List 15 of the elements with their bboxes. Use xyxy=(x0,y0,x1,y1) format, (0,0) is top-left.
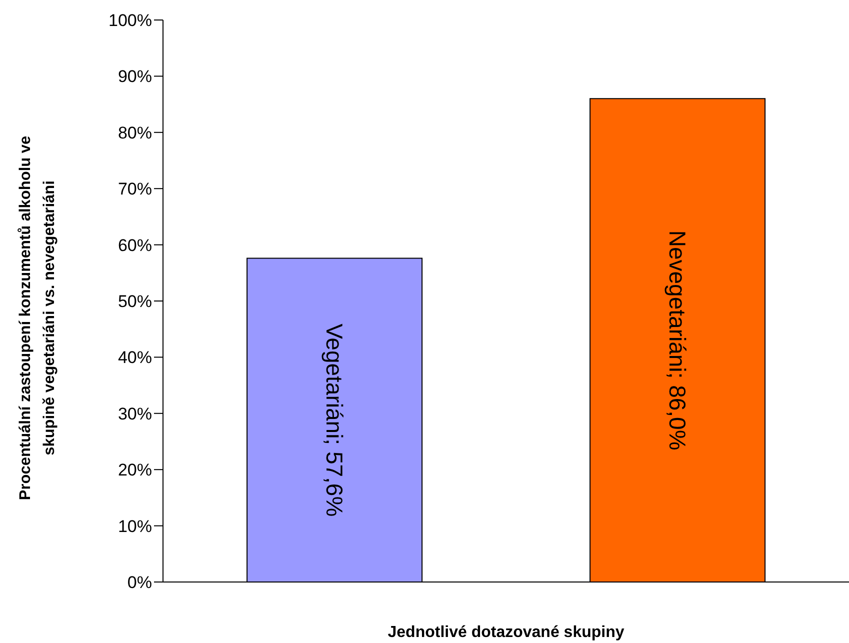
y-tick-label: 40% xyxy=(118,348,152,368)
y-tick-label: 50% xyxy=(118,292,152,312)
y-tick-label: 60% xyxy=(118,236,152,255)
y-tick-label: 20% xyxy=(118,460,152,480)
y-axis-title: Procentuální zastoupení konzumentů alkoholu ve skupině vegetariáni vs. nevegetariáni xyxy=(17,135,58,500)
x-axis-title: Jednotlivé dotazované skupiny xyxy=(388,624,624,641)
y-tick-label: 30% xyxy=(118,404,152,424)
y-tick-label: 70% xyxy=(118,180,152,199)
y-tick-label: 80% xyxy=(118,123,152,142)
y-tick-label: 0% xyxy=(127,573,152,592)
y-tick-label: 10% xyxy=(118,516,152,536)
data-label: Nevegetariáni; 86,0% xyxy=(664,230,691,450)
y-tick-label: 90% xyxy=(118,67,152,86)
y-tick-label: 100% xyxy=(108,11,152,30)
data-label: Vegetariáni; 57,6% xyxy=(322,324,348,517)
